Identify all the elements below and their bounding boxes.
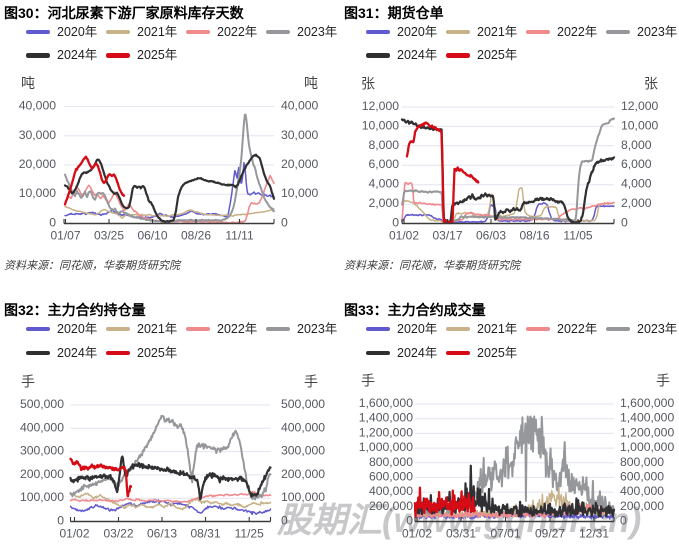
svg-text:4,000: 4,000 xyxy=(621,177,652,191)
svg-text:8,000: 8,000 xyxy=(621,138,652,152)
svg-text:600,000: 600,000 xyxy=(369,469,413,483)
svg-text:张: 张 xyxy=(361,76,375,92)
svg-text:1,000,000: 1,000,000 xyxy=(620,440,674,454)
svg-text:01/02: 01/02 xyxy=(402,526,432,540)
svg-text:03/17: 03/17 xyxy=(432,228,462,242)
svg-text:12,000: 12,000 xyxy=(621,99,658,113)
svg-text:40,000: 40,000 xyxy=(19,99,56,113)
svg-text:500,000: 500,000 xyxy=(281,397,325,411)
svg-text:09/27: 09/27 xyxy=(535,526,565,540)
svg-text:200,000: 200,000 xyxy=(20,467,64,481)
svg-text:400,000: 400,000 xyxy=(281,420,325,434)
svg-text:01/02: 01/02 xyxy=(389,228,419,242)
svg-text:10,000: 10,000 xyxy=(621,118,658,132)
svg-text:01/07: 01/07 xyxy=(50,228,80,242)
svg-text:03/31: 03/31 xyxy=(446,526,476,540)
svg-text:20,000: 20,000 xyxy=(281,157,318,171)
svg-text:200,000: 200,000 xyxy=(281,467,325,481)
svg-text:300,000: 300,000 xyxy=(281,444,325,458)
svg-text:06/13: 06/13 xyxy=(147,526,177,540)
svg-text:张: 张 xyxy=(644,76,658,92)
svg-text:11/11: 11/11 xyxy=(225,228,254,242)
svg-text:吨: 吨 xyxy=(304,75,318,91)
svg-text:11/25: 11/25 xyxy=(235,526,264,540)
svg-text:03/22: 03/22 xyxy=(103,526,133,540)
svg-text:1,200,000: 1,200,000 xyxy=(620,425,674,439)
svg-text:100,000: 100,000 xyxy=(20,490,64,504)
svg-text:30,000: 30,000 xyxy=(281,128,318,142)
svg-text:500,000: 500,000 xyxy=(20,397,64,411)
svg-text:10,000: 10,000 xyxy=(362,118,399,132)
svg-text:08/31: 08/31 xyxy=(190,526,220,540)
svg-text:07/01: 07/01 xyxy=(490,526,520,540)
svg-text:手: 手 xyxy=(21,374,35,390)
svg-text:4,000: 4,000 xyxy=(369,177,400,191)
svg-text:30,000: 30,000 xyxy=(19,128,56,142)
svg-text:12,000: 12,000 xyxy=(362,99,399,113)
svg-text:1,600,000: 1,600,000 xyxy=(359,396,413,410)
svg-text:200,000: 200,000 xyxy=(620,499,664,513)
svg-text:10,000: 10,000 xyxy=(281,186,318,200)
svg-text:800,000: 800,000 xyxy=(369,455,413,469)
svg-text:200,000: 200,000 xyxy=(369,499,413,513)
svg-text:01/02: 01/02 xyxy=(59,526,89,540)
svg-text:6,000: 6,000 xyxy=(621,157,652,171)
svg-text:2,000: 2,000 xyxy=(369,196,400,210)
svg-text:03/25: 03/25 xyxy=(94,228,124,242)
svg-text:2,000: 2,000 xyxy=(621,196,652,210)
svg-text:08/26: 08/26 xyxy=(181,228,211,242)
svg-text:0: 0 xyxy=(406,514,413,528)
svg-text:0: 0 xyxy=(57,514,64,528)
svg-text:手: 手 xyxy=(361,373,375,389)
svg-text:06/03: 06/03 xyxy=(476,228,506,242)
svg-text:800,000: 800,000 xyxy=(620,455,664,469)
svg-text:400,000: 400,000 xyxy=(369,484,413,498)
svg-text:0: 0 xyxy=(281,514,288,528)
svg-text:吨: 吨 xyxy=(21,75,35,91)
svg-text:1,000,000: 1,000,000 xyxy=(359,440,413,454)
svg-text:手: 手 xyxy=(304,374,318,390)
svg-text:40,000: 40,000 xyxy=(281,99,318,113)
svg-text:11/05: 11/05 xyxy=(563,228,592,242)
svg-text:0: 0 xyxy=(281,216,288,230)
svg-text:400,000: 400,000 xyxy=(620,484,664,498)
svg-text:0: 0 xyxy=(49,216,56,230)
svg-text:20,000: 20,000 xyxy=(19,157,56,171)
svg-text:100,000: 100,000 xyxy=(281,490,325,504)
svg-text:1,600,000: 1,600,000 xyxy=(620,396,674,410)
svg-text:6,000: 6,000 xyxy=(369,157,400,171)
svg-text:400,000: 400,000 xyxy=(20,420,64,434)
svg-text:0: 0 xyxy=(392,216,399,230)
svg-text:10,000: 10,000 xyxy=(19,186,56,200)
svg-text:300,000: 300,000 xyxy=(20,444,64,458)
svg-text:手: 手 xyxy=(656,373,670,389)
svg-text:08/16: 08/16 xyxy=(519,228,549,242)
svg-text:8,000: 8,000 xyxy=(369,138,400,152)
svg-text:0: 0 xyxy=(621,216,628,230)
svg-text:600,000: 600,000 xyxy=(620,469,664,483)
svg-text:12/31: 12/31 xyxy=(579,526,609,540)
svg-text:06/10: 06/10 xyxy=(137,228,167,242)
svg-text:1,400,000: 1,400,000 xyxy=(620,411,674,425)
svg-text:1,400,000: 1,400,000 xyxy=(359,411,413,425)
svg-text:1,200,000: 1,200,000 xyxy=(359,425,413,439)
svg-text:0: 0 xyxy=(620,514,627,528)
